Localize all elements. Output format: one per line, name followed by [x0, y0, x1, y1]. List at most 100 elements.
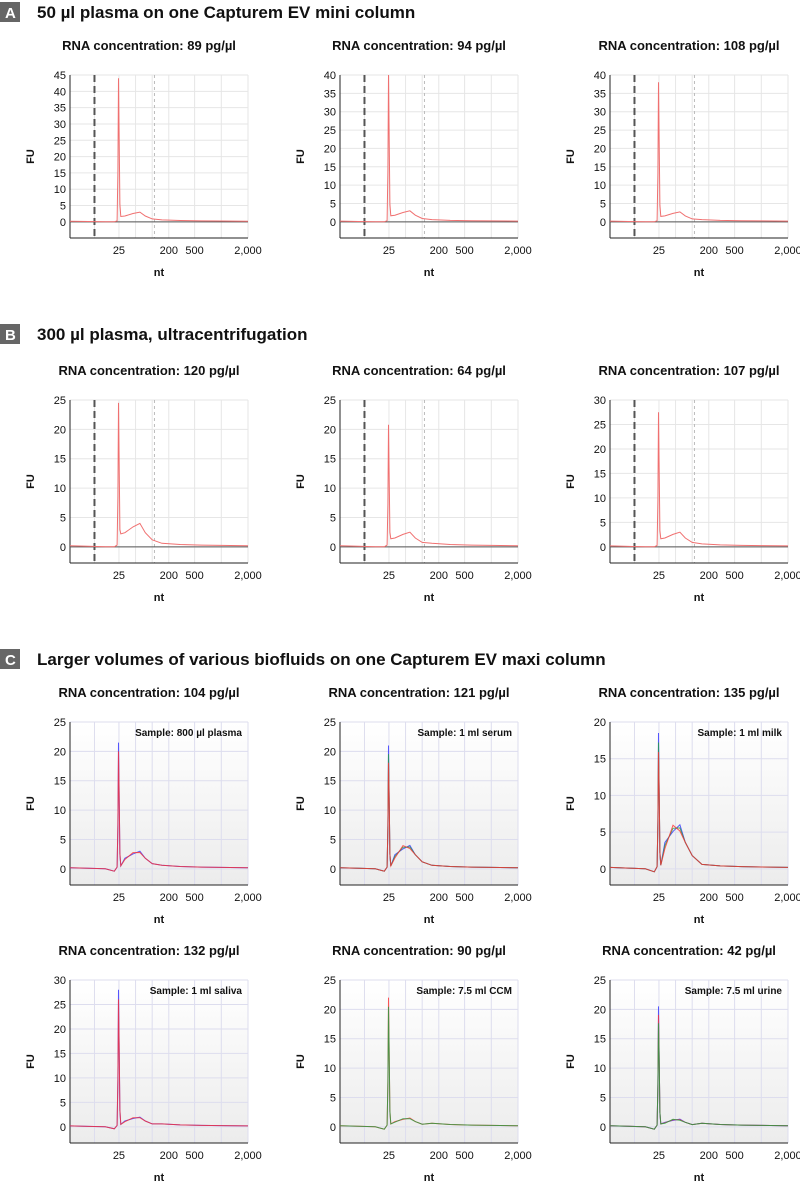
y-tick-label: 0 — [60, 1122, 66, 1134]
y-axis-label: FU — [25, 149, 37, 164]
chart-panel: RNA concentration: 90 pg/µl 0 5 10 15 20 25 25 2… — [295, 943, 532, 1181]
sample-label: Sample: 800 µl plasma — [135, 728, 242, 739]
x-tick-label: 200 — [700, 245, 718, 257]
y-tick-label: 5 — [60, 1097, 66, 1109]
y-tick-label: 25 — [594, 125, 606, 137]
x-tick-label: 25 — [113, 570, 125, 582]
y-tick-label: 25 — [324, 975, 336, 987]
x-tick-label: 25 — [653, 245, 665, 257]
y-tick-label: 40 — [594, 70, 606, 82]
section-letter-box — [0, 2, 20, 22]
section-title: 50 µl plasma on one Capturem EV mini col… — [37, 3, 415, 22]
x-tick-label: 25 — [653, 1150, 665, 1162]
section-b-header: B 300 µl plasma, ultracentrifugation — [0, 324, 308, 344]
x-axis-label: nt — [694, 592, 705, 604]
chart-title: RNA concentration: 132 pg/µl — [58, 943, 239, 958]
series-line-trace_ab — [609, 412, 789, 548]
section-title: Larger volumes of various biofluids on o… — [37, 650, 606, 669]
y-tick-label: 20 — [324, 424, 336, 436]
plot-background — [610, 722, 788, 885]
chart-panel: RNA concentration: 120 pg/µl 0 5 10 15 20 25 25… — [25, 363, 262, 604]
chart-title: RNA concentration: 94 pg/µl — [332, 38, 506, 53]
y-tick-label: 5 — [60, 512, 66, 524]
chart-title: RNA concentration: 120 pg/µl — [58, 363, 239, 378]
chart-title: RNA concentration: 108 pg/µl — [598, 38, 779, 53]
y-axis-label: FU — [295, 149, 307, 164]
series-line-red — [609, 751, 789, 873]
y-tick-label: 10 — [54, 1073, 66, 1085]
plot-background — [70, 980, 248, 1143]
x-tick-label: 2,000 — [774, 892, 800, 904]
y-tick-label: 10 — [54, 483, 66, 495]
y-tick-label: 0 — [600, 864, 606, 876]
x-axis-label: nt — [154, 914, 165, 926]
series-line-trace_ab — [609, 82, 789, 223]
y-axis-label: FU — [295, 796, 307, 811]
x-tick-label: 200 — [430, 245, 448, 257]
chart-title: RNA concentration: 135 pg/µl — [598, 685, 779, 700]
y-tick-label: 15 — [324, 162, 336, 174]
chart-title: RNA concentration: 89 pg/µl — [62, 38, 236, 53]
y-tick-label: 25 — [324, 125, 336, 137]
y-tick-label: 0 — [600, 217, 606, 229]
y-tick-label: 25 — [324, 395, 336, 407]
y-tick-label: 10 — [54, 805, 66, 817]
x-tick-label: 25 — [383, 892, 395, 904]
x-tick-label: 25 — [653, 892, 665, 904]
x-tick-label: 500 — [455, 245, 473, 257]
chart-title: RNA concentration: 107 pg/µl — [598, 363, 779, 378]
y-tick-label: 10 — [324, 805, 336, 817]
y-tick-label: 15 — [324, 1034, 336, 1046]
x-tick-label: 200 — [700, 1150, 718, 1162]
y-tick-label: 10 — [324, 1063, 336, 1075]
series-line-green — [609, 1023, 789, 1130]
y-tick-label: 40 — [54, 86, 66, 98]
series-line-trace_ab — [339, 424, 519, 548]
y-tick-label: 25 — [594, 975, 606, 987]
x-tick-label: 500 — [185, 1150, 203, 1162]
x-tick-label: 200 — [160, 892, 178, 904]
x-tick-label: 200 — [700, 570, 718, 582]
section-title: 300 µl plasma, ultracentrifugation — [37, 325, 308, 344]
y-tick-label: 25 — [54, 717, 66, 729]
y-tick-label: 20 — [324, 1004, 336, 1016]
y-tick-label: 5 — [600, 1092, 606, 1104]
chart-title: RNA concentration: 64 pg/µl — [332, 363, 506, 378]
sample-label: Sample: 1 ml serum — [418, 728, 513, 739]
y-tick-label: 0 — [330, 1122, 336, 1134]
x-axis-label: nt — [694, 1172, 705, 1181]
chart-panel: RNA concentration: 121 pg/µl 0 5 10 15 20 25 25… — [295, 685, 532, 926]
y-tick-label: 15 — [324, 454, 336, 466]
x-tick-label: 2,000 — [774, 1150, 800, 1162]
sample-label: Sample: 1 ml saliva — [150, 986, 243, 997]
chart-panel: RNA concentration: 104 pg/µl 0 5 10 15 20 25 25… — [25, 685, 262, 926]
y-tick-label: 10 — [54, 184, 66, 196]
y-tick-label: 0 — [600, 1122, 606, 1134]
section-c-header: C Larger volumes of various biofluids on… — [0, 649, 606, 669]
y-tick-label: 5 — [330, 834, 336, 846]
y-axis-label: FU — [25, 1054, 37, 1069]
y-tick-label: 5 — [600, 517, 606, 529]
x-tick-label: 25 — [113, 1150, 125, 1162]
section-letter-box — [0, 324, 20, 344]
x-tick-label: 2,000 — [234, 892, 262, 904]
y-tick-label: 25 — [594, 419, 606, 431]
y-tick-label: 30 — [54, 119, 66, 131]
x-axis-label: nt — [154, 592, 165, 604]
x-axis-label: nt — [424, 267, 435, 279]
y-tick-label: 30 — [54, 975, 66, 987]
plot-background — [610, 980, 788, 1143]
y-tick-label: 15 — [324, 776, 336, 788]
y-tick-label: 10 — [324, 483, 336, 495]
series-line-red — [69, 999, 249, 1130]
x-tick-label: 200 — [700, 892, 718, 904]
x-tick-label: 25 — [113, 892, 125, 904]
y-tick-label: 0 — [60, 542, 66, 554]
y-tick-label: 40 — [324, 70, 336, 82]
section-letter-box — [0, 649, 20, 669]
chart-panel: RNA concentration: 108 pg/µl 0 5 10 15 20 25 30… — [565, 38, 800, 279]
y-tick-label: 30 — [594, 107, 606, 119]
series-line-trace_ab — [339, 74, 519, 223]
chart-panel: RNA concentration: 135 pg/µl 0 5 10 15 20 25 20… — [565, 685, 800, 926]
